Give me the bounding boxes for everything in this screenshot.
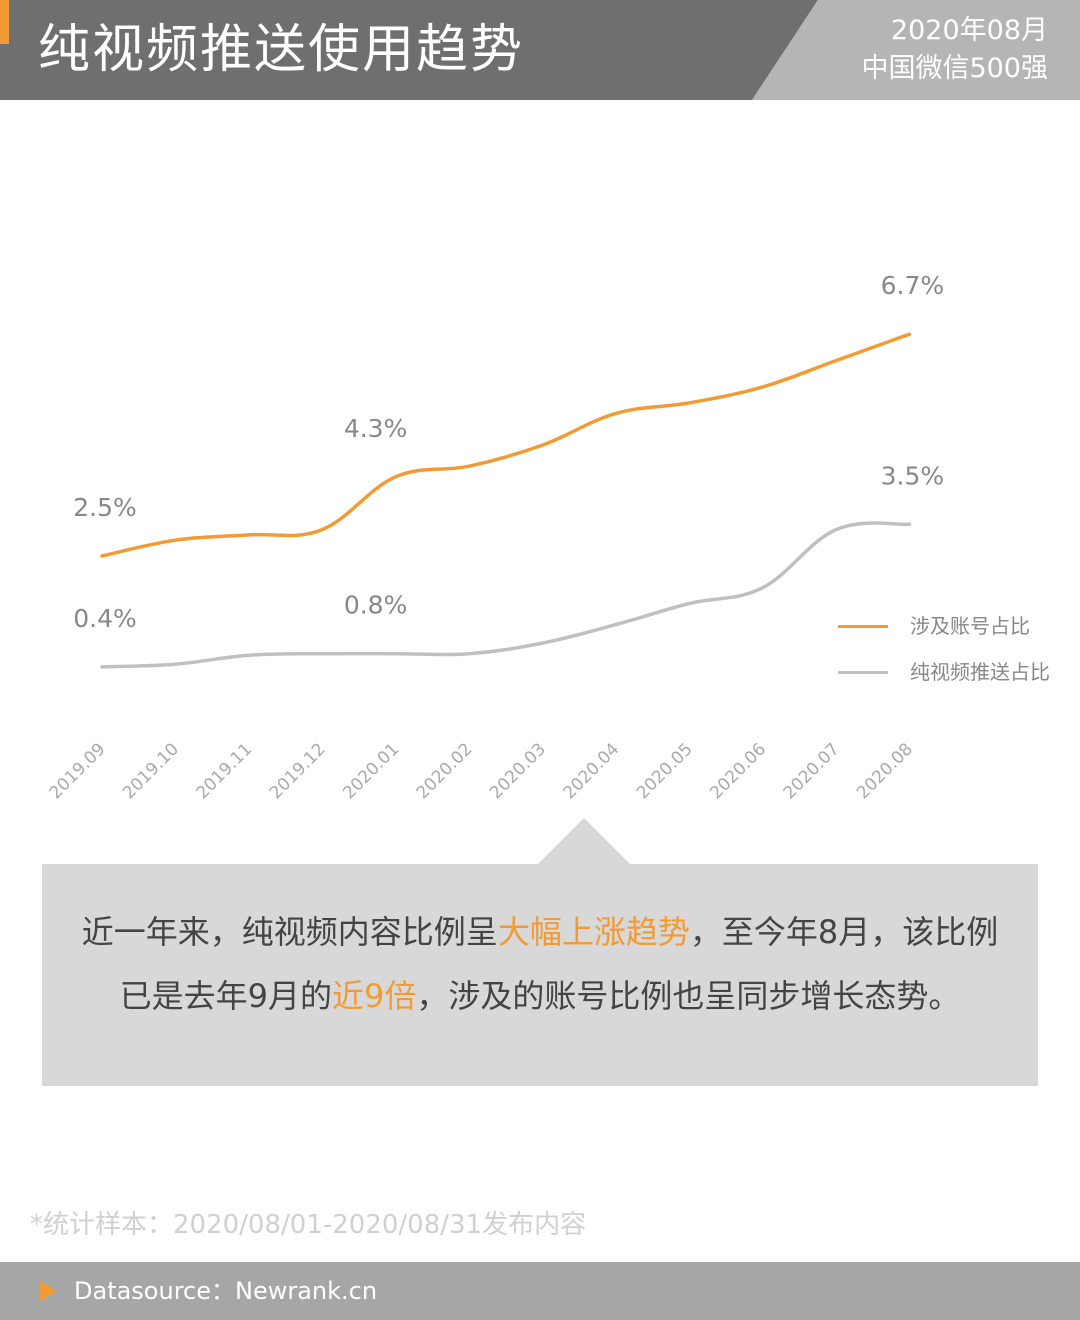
callout-highlight-multiple: 近9倍	[331, 977, 417, 1015]
data-label-0-4: 4.3%	[344, 414, 408, 443]
x-tick-label-3: 2019.12	[266, 739, 330, 803]
report-scope: 中国微信500强	[861, 53, 1048, 84]
x-tick-label-5: 2020.02	[413, 739, 477, 803]
series-line-0	[100, 332, 912, 558]
legend-item-video: 纯视频推送占比	[838, 657, 1078, 687]
callout-line1-post: ，至今年8月，该比例	[689, 913, 999, 951]
insight-callout: 近一年来，纯视频内容比例呈大幅上涨趋势，至今年8月，该比例 已是去年9月的近9倍…	[42, 818, 1038, 1086]
series-line-1	[100, 521, 912, 669]
callout-line-1: 近一年来，纯视频内容比例呈大幅上涨趋势，至今年8月，该比例	[58, 900, 1022, 964]
x-tick-label-2: 2019.11	[192, 739, 256, 803]
x-tick-label-0: 2019.09	[46, 739, 110, 803]
callout-text: 近一年来，纯视频内容比例呈大幅上涨趋势，至今年8月，该比例 已是去年9月的近9倍…	[58, 900, 1022, 1028]
legend-swatch-accounts	[838, 625, 888, 628]
data-label-1-0: 0.4%	[73, 604, 137, 633]
sample-note: *统计样本：2020/08/01-2020/08/31发布内容	[30, 1210, 587, 1240]
data-label-0-0: 2.5%	[73, 493, 137, 522]
callout-line1-pre: 近一年来，纯视频内容比例呈	[81, 913, 498, 951]
legend-label-accounts: 涉及账号占比	[910, 614, 1030, 638]
legend-swatch-video	[838, 671, 888, 674]
page-title: 纯视频推送使用趋势	[38, 20, 525, 80]
header-background	[0, 0, 1080, 100]
data-label-1-4: 0.8%	[344, 591, 408, 620]
data-label-0-11: 6.7%	[881, 271, 945, 300]
line-chart: 2.5%4.3%6.7%0.4% 0.8%3.5%2019.09 2019.10 20…	[46, 271, 945, 803]
x-tick-label-7: 2020.04	[559, 739, 623, 803]
report-date: 2020年08月	[890, 15, 1048, 46]
x-tick-label-9: 2020.06	[706, 739, 770, 803]
legend-item-accounts: 涉及账号占比	[838, 611, 1078, 641]
x-tick-label-4: 2020.01	[339, 739, 403, 803]
play-arrow-icon	[40, 1281, 57, 1301]
data-label-1-11: 3.5%	[881, 461, 945, 490]
header-meta: 2020年08月 中国微信500强	[788, 12, 1048, 88]
x-tick-label-6: 2020.03	[486, 739, 550, 803]
x-tick-label-10: 2020.07	[780, 739, 844, 803]
callout-line2-pre: 已是去年9月的	[119, 977, 332, 1015]
callout-box: 近一年来，纯视频内容比例呈大幅上涨趋势，至今年8月，该比例 已是去年9月的近9倍…	[42, 864, 1038, 1086]
callout-line2-post: ，涉及的账号比例也呈同步增长态势。	[416, 977, 961, 1015]
data-source: Datasource：Newrank.cn	[74, 1277, 378, 1305]
header-light-band	[752, 0, 1080, 100]
x-tick-label-11: 2020.08	[853, 739, 917, 803]
callout-line-2: 已是去年9月的近9倍，涉及的账号比例也呈同步增长态势。	[58, 964, 1022, 1028]
header-accent-bar	[0, 0, 9, 44]
header-dark-band	[0, 0, 818, 100]
legend-label-video: 纯视频推送占比	[910, 660, 1050, 684]
header-banner: 纯视频推送使用趋势 2020年08月 中国微信500强	[0, 0, 1080, 100]
callout-pointer	[538, 818, 630, 864]
x-tick-label-8: 2020.05	[633, 739, 697, 803]
x-tick-label-1: 2019.10	[119, 739, 183, 803]
footer-bar: Datasource：Newrank.cn	[0, 1262, 1080, 1320]
callout-highlight-trend: 大幅上涨趋势	[497, 913, 690, 951]
